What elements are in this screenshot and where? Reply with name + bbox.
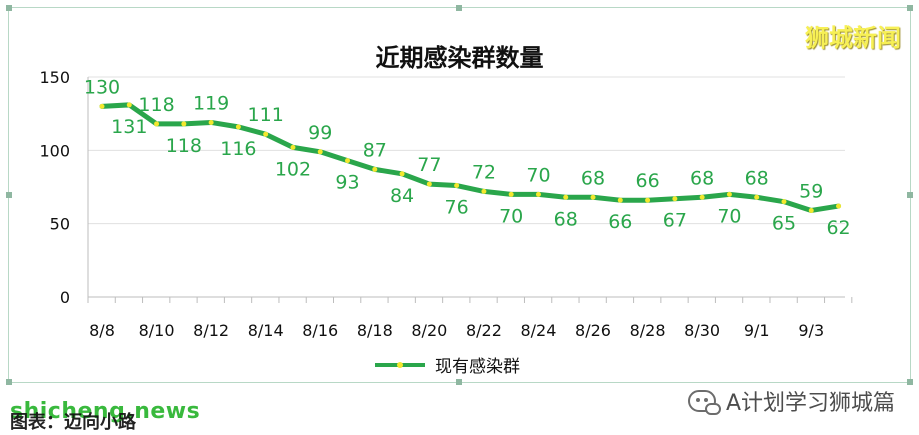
data-point bbox=[508, 191, 514, 197]
x-tick-label: 8/12 bbox=[193, 321, 229, 340]
data-point bbox=[617, 197, 623, 203]
data-label: 118 bbox=[138, 94, 174, 116]
data-point bbox=[563, 194, 569, 200]
data-point bbox=[426, 181, 432, 187]
x-tick-label: 8/28 bbox=[630, 321, 666, 340]
x-tick-label: 8/16 bbox=[302, 321, 338, 340]
y-tick-label: 150 bbox=[39, 68, 70, 87]
data-label: 66 bbox=[608, 211, 632, 233]
data-point bbox=[290, 144, 296, 150]
data-point bbox=[672, 196, 678, 202]
data-label: 68 bbox=[690, 167, 714, 189]
data-label: 118 bbox=[166, 135, 202, 157]
data-point bbox=[535, 191, 541, 197]
data-point bbox=[808, 207, 814, 213]
data-label: 76 bbox=[445, 197, 469, 219]
data-label: 68 bbox=[581, 167, 605, 189]
x-tick-label: 8/24 bbox=[520, 321, 556, 340]
wechat-icon bbox=[687, 390, 721, 415]
chart-title: 近期感染群数量 bbox=[375, 44, 544, 72]
x-tick-label: 8/30 bbox=[684, 321, 720, 340]
data-label: 65 bbox=[772, 213, 796, 235]
resize-handle-bottom-left[interactable] bbox=[6, 379, 12, 385]
chart-frame bbox=[6, 5, 913, 385]
data-label: 102 bbox=[275, 158, 311, 180]
data-label: 99 bbox=[308, 122, 332, 144]
x-tick-label: 9/1 bbox=[744, 321, 770, 340]
resize-handle-bottom[interactable] bbox=[456, 379, 462, 385]
data-point bbox=[399, 171, 405, 177]
data-label: 131 bbox=[111, 116, 147, 138]
x-tick-label: 8/22 bbox=[466, 321, 502, 340]
brand-logo: 狮城新闻 bbox=[805, 24, 901, 52]
y-tick-label: 0 bbox=[60, 288, 70, 307]
legend-line-icon bbox=[375, 361, 425, 368]
data-label: 68 bbox=[554, 208, 578, 230]
data-point bbox=[781, 199, 787, 205]
data-point bbox=[208, 119, 214, 125]
chart-legend: 现有感染群 bbox=[373, 352, 520, 377]
x-tick-label: 8/26 bbox=[575, 321, 611, 340]
resize-handle-top[interactable] bbox=[456, 5, 462, 11]
data-label: 70 bbox=[717, 205, 741, 227]
data-point bbox=[181, 121, 187, 127]
data-label: 119 bbox=[193, 92, 229, 114]
resize-handle-top-right[interactable] bbox=[907, 5, 913, 11]
x-tick-label: 9/3 bbox=[798, 321, 824, 340]
wechat-attribution: A计划学习狮城篇 bbox=[687, 385, 895, 417]
x-tick-label: 8/10 bbox=[139, 321, 175, 340]
data-point bbox=[590, 194, 596, 200]
data-label: 72 bbox=[472, 161, 496, 183]
x-tick-label: 8/18 bbox=[357, 321, 393, 340]
data-point bbox=[836, 203, 842, 209]
x-tick-label: 8/8 bbox=[89, 321, 115, 340]
data-label: 116 bbox=[220, 138, 256, 160]
data-point bbox=[317, 149, 323, 155]
data-label: 68 bbox=[745, 167, 769, 189]
data-point bbox=[645, 197, 651, 203]
resize-handle-bottom-right[interactable] bbox=[907, 379, 913, 385]
data-point bbox=[235, 124, 241, 130]
data-label: 84 bbox=[390, 185, 414, 207]
data-label: 67 bbox=[663, 210, 687, 232]
watermark-text: shicheng.news bbox=[10, 399, 201, 424]
data-point bbox=[263, 131, 269, 137]
resize-handle-top-left[interactable] bbox=[6, 5, 12, 11]
y-tick-label: 100 bbox=[39, 141, 70, 160]
data-label: 66 bbox=[635, 170, 659, 192]
resize-handle-right[interactable] bbox=[907, 192, 913, 198]
legend-label: 现有感染群 bbox=[435, 357, 520, 377]
data-label: 70 bbox=[526, 164, 550, 186]
source-text: 图表：迈向小路 bbox=[10, 412, 136, 433]
wechat-account-name: A计划学习狮城篇 bbox=[725, 391, 895, 416]
data-point bbox=[454, 183, 460, 189]
data-label: 62 bbox=[826, 217, 850, 239]
data-label: 87 bbox=[363, 139, 387, 161]
data-label: 77 bbox=[417, 154, 441, 176]
data-point bbox=[726, 191, 732, 197]
data-label: 111 bbox=[248, 104, 284, 126]
data-label: 130 bbox=[84, 76, 120, 98]
data-point bbox=[699, 194, 705, 200]
x-tick-label: 8/14 bbox=[248, 321, 284, 340]
data-label: 70 bbox=[499, 205, 523, 227]
data-point bbox=[154, 121, 160, 127]
data-point bbox=[372, 166, 378, 172]
data-label: 93 bbox=[335, 172, 359, 194]
resize-handle-left[interactable] bbox=[6, 192, 12, 198]
data-point bbox=[99, 103, 105, 109]
data-label: 59 bbox=[799, 180, 823, 202]
data-point bbox=[754, 194, 760, 200]
data-point bbox=[481, 188, 487, 194]
x-tick-label: 8/20 bbox=[411, 321, 447, 340]
data-point bbox=[345, 158, 351, 164]
data-point bbox=[126, 102, 132, 108]
series-line bbox=[99, 102, 842, 213]
y-tick-label: 50 bbox=[50, 215, 70, 234]
